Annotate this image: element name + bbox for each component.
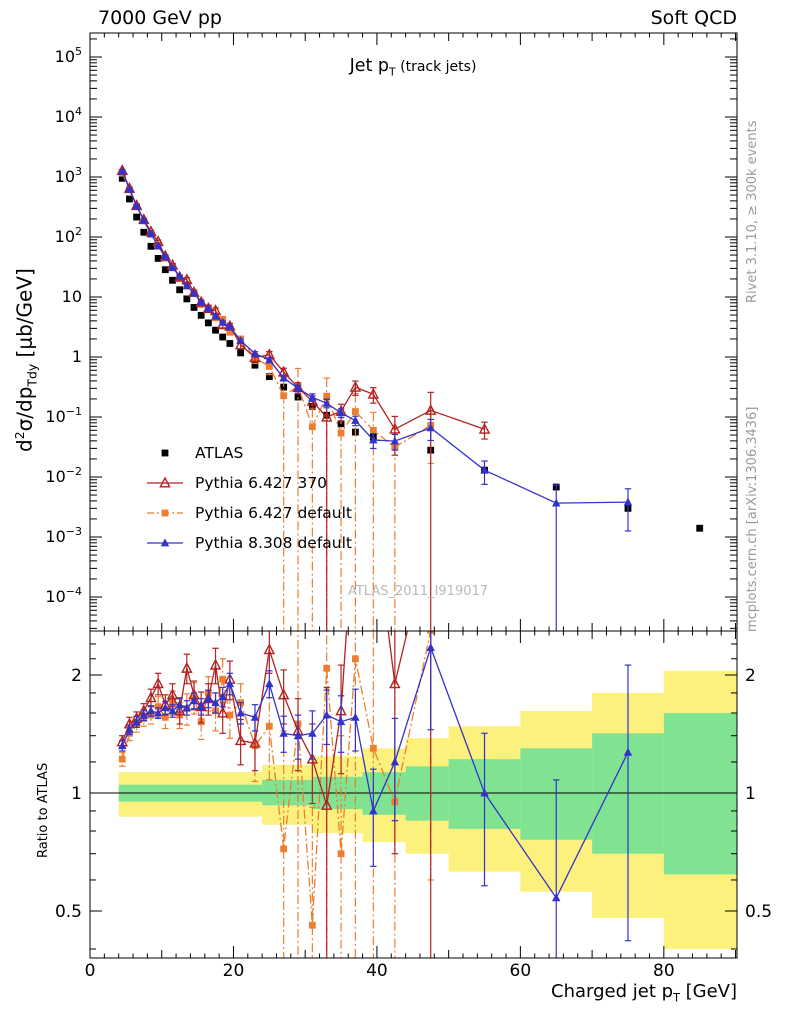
legend-label: Pythia 6.427 default bbox=[195, 504, 352, 522]
legend-marker-icon bbox=[147, 538, 183, 547]
legend-icon bbox=[146, 474, 184, 492]
legend-item: ATLAS bbox=[146, 438, 352, 468]
svg-text:10: 10 bbox=[62, 287, 82, 306]
svg-text:105: 105 bbox=[55, 45, 82, 66]
svg-text:0: 0 bbox=[85, 961, 96, 981]
plot-title: Jet pT (track jets) bbox=[349, 56, 477, 79]
legend-icon bbox=[146, 444, 184, 462]
legend-label: ATLAS bbox=[195, 444, 244, 462]
legend-marker-icon bbox=[161, 449, 169, 457]
svg-text:80: 80 bbox=[653, 961, 675, 981]
svg-text:2: 2 bbox=[745, 666, 756, 686]
ratio-y-axis-title: Ratio to ATLAS bbox=[36, 762, 51, 858]
y-axis-title: d2σ/dpTdy [μb/GeV] bbox=[12, 268, 40, 452]
svg-text:0.5: 0.5 bbox=[55, 902, 82, 922]
svg-text:40: 40 bbox=[366, 961, 388, 981]
svg-text:104: 104 bbox=[55, 105, 82, 126]
main-panel bbox=[116, 164, 704, 631]
ratio-frame bbox=[89, 630, 738, 959]
x-axis-title: Charged jet pT [GeV] bbox=[551, 981, 737, 1005]
legend-icon bbox=[146, 534, 184, 552]
legend-icon bbox=[146, 504, 184, 522]
legend-item: Pythia 6.427 default bbox=[146, 498, 352, 528]
svg-text:0.5: 0.5 bbox=[745, 902, 772, 922]
mcplots-note: mcplots.cern.ch [arXiv:1306.3436] bbox=[745, 406, 760, 632]
svg-text:1: 1 bbox=[72, 347, 82, 366]
legend-item: Pythia 6.427 370 bbox=[146, 468, 352, 498]
svg-text:20: 20 bbox=[223, 961, 245, 981]
svg-text:1: 1 bbox=[745, 784, 756, 804]
svg-text:102: 102 bbox=[55, 225, 82, 246]
analysis-watermark: ATLAS_2011_I919017 bbox=[347, 584, 489, 599]
svg-text:2: 2 bbox=[71, 666, 82, 686]
svg-text:10−3: 10−3 bbox=[45, 525, 82, 546]
beam-energy-label: 7000 GeV pp bbox=[98, 7, 222, 29]
legend-label: Pythia 8.308 default bbox=[195, 534, 352, 552]
svg-text:103: 103 bbox=[55, 165, 82, 186]
ratio-panel bbox=[90, 631, 737, 958]
svg-text:60: 60 bbox=[510, 961, 532, 981]
legend: ATLAS Pythia 6.427 370 Pythia 6.427 defaul… bbox=[146, 438, 352, 558]
svg-text:10−1: 10−1 bbox=[45, 405, 82, 426]
legend-marker-icon bbox=[147, 476, 183, 488]
svg-text:10−4: 10−4 bbox=[45, 585, 82, 606]
legend-marker-icon bbox=[147, 509, 183, 517]
svg-text:10−2: 10−2 bbox=[45, 465, 82, 486]
legend-label: Pythia 6.427 370 bbox=[195, 474, 328, 492]
process-group-label: Soft QCD bbox=[650, 7, 737, 29]
svg-text:1: 1 bbox=[71, 784, 82, 804]
legend-item: Pythia 8.308 default bbox=[146, 528, 352, 558]
rivet-version-note: Rivet 3.1.10, ≥ 300k events bbox=[745, 120, 760, 303]
